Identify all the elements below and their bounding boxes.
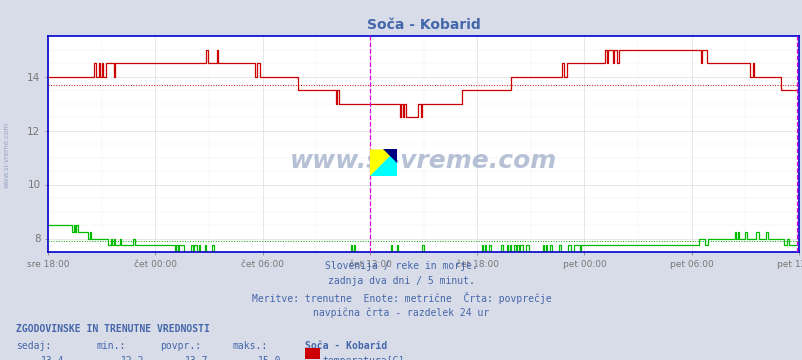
Polygon shape <box>370 149 396 176</box>
Text: 13,7: 13,7 <box>185 356 209 360</box>
Text: Meritve: trenutne  Enote: metrične  Črta: povprečje: Meritve: trenutne Enote: metrične Črta: … <box>251 292 551 304</box>
Text: Soča - Kobarid: Soča - Kobarid <box>305 341 387 351</box>
Text: min.:: min.: <box>96 341 126 351</box>
Text: 15,0: 15,0 <box>257 356 281 360</box>
Polygon shape <box>383 149 396 163</box>
Text: povpr.:: povpr.: <box>160 341 201 351</box>
Text: Slovenija / reke in morje.: Slovenija / reke in morje. <box>325 261 477 271</box>
Text: 12,2: 12,2 <box>121 356 144 360</box>
Title: Soča - Kobarid: Soča - Kobarid <box>367 18 480 32</box>
Text: maks.:: maks.: <box>233 341 268 351</box>
Text: zadnja dva dni / 5 minut.: zadnja dva dni / 5 minut. <box>328 276 474 287</box>
Text: 13,4: 13,4 <box>41 356 64 360</box>
Polygon shape <box>370 149 396 176</box>
Text: www.si-vreme.com: www.si-vreme.com <box>4 122 10 188</box>
Text: www.si-vreme.com: www.si-vreme.com <box>290 149 557 173</box>
Text: temperatura[C]: temperatura[C] <box>322 356 404 360</box>
Text: navpična črta - razdelek 24 ur: navpična črta - razdelek 24 ur <box>313 307 489 318</box>
Text: ZGODOVINSKE IN TRENUTNE VREDNOSTI: ZGODOVINSKE IN TRENUTNE VREDNOSTI <box>16 324 209 334</box>
Text: sedaj:: sedaj: <box>16 341 51 351</box>
